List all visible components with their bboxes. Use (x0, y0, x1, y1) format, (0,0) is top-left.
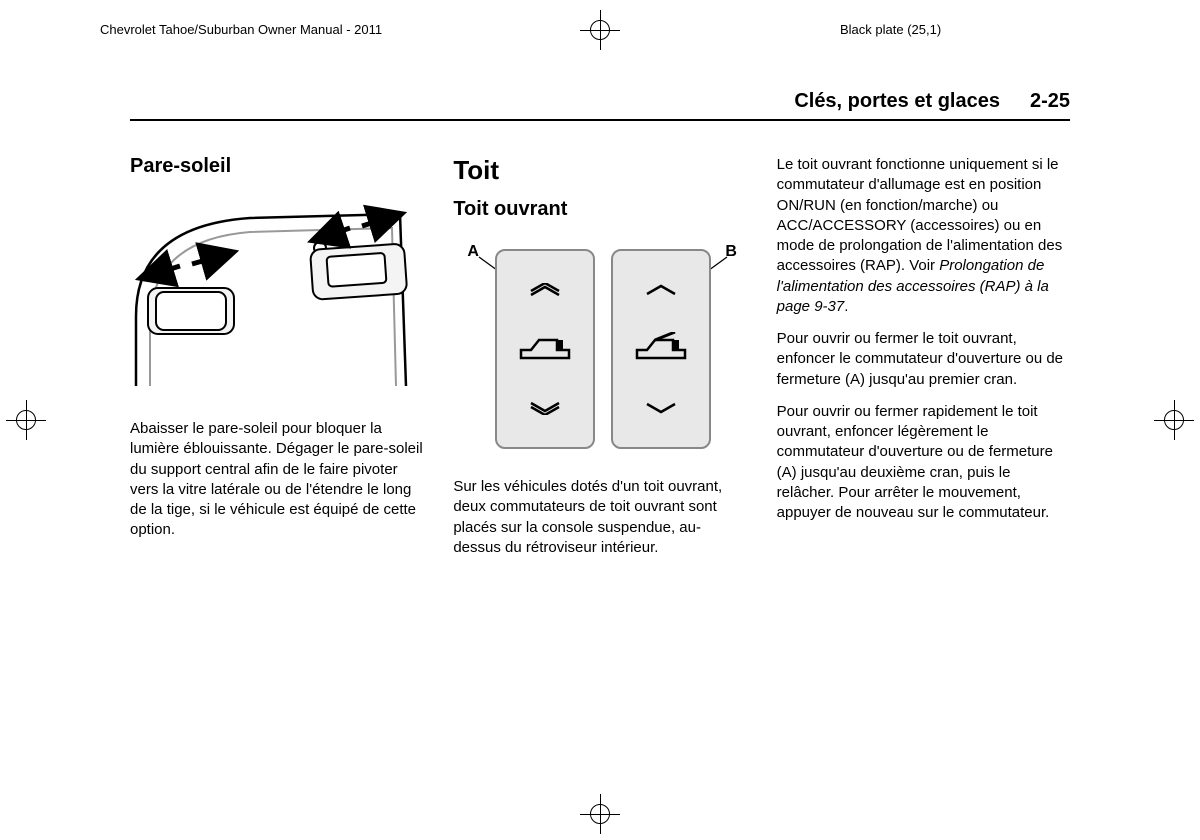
sunroof-para-2: Pour ouvrir ou fermer le toit ouvrant, e… (777, 329, 1070, 390)
page-number: 2-25 (1030, 90, 1070, 113)
plate-label: Black plate (25,1) (840, 22, 941, 37)
crop-mark-right (1154, 400, 1194, 440)
running-head: Clés, portes et glaces 2-25 (130, 90, 1070, 121)
crop-mark-top (580, 10, 620, 50)
car-closed-roof-icon (517, 332, 573, 366)
column-1: Pare-soleil (130, 155, 423, 570)
double-chevron-down-icon (527, 401, 563, 415)
roof-heading: Toit (453, 155, 746, 186)
chevron-down-icon (643, 401, 679, 415)
switch-a (495, 249, 595, 449)
sunroof-para-3: Pour ouvrir ou fermer rapidement le toit… (777, 402, 1070, 524)
page-content: Clés, portes et glaces 2-25 Pare-soleil (130, 90, 1070, 570)
sunroof-body: Sur les véhicules dotés d'un toit ouvran… (453, 477, 746, 558)
sun-visor-body: Abaisser le pare-soleil pour bloquer la … (130, 419, 423, 541)
crop-mark-left (6, 400, 46, 440)
car-tilted-roof-icon (633, 332, 689, 366)
crop-mark-bottom (580, 794, 620, 834)
doc-title: Chevrolet Tahoe/Suburban Owner Manual - … (100, 22, 382, 37)
column-2: Toit Toit ouvrant A B (453, 155, 746, 570)
switch-b (611, 249, 711, 449)
sunroof-para-1: Le toit ouvrant fonctionne uniquement si… (777, 155, 1070, 317)
sunroof-heading: Toit ouvrant (453, 198, 746, 221)
section-title: Clés, portes et glaces (794, 90, 1000, 113)
chevron-up-icon (643, 283, 679, 297)
print-header: Chevrolet Tahoe/Suburban Owner Manual - … (0, 22, 1200, 37)
sun-visor-illustration (130, 196, 410, 396)
para1-text-b: . (844, 298, 848, 315)
double-chevron-up-icon (527, 283, 563, 297)
sun-visor-heading: Pare-soleil (130, 155, 423, 178)
sunroof-switches-figure: A B (453, 239, 743, 459)
column-3: Le toit ouvrant fonctionne uniquement si… (777, 155, 1070, 570)
